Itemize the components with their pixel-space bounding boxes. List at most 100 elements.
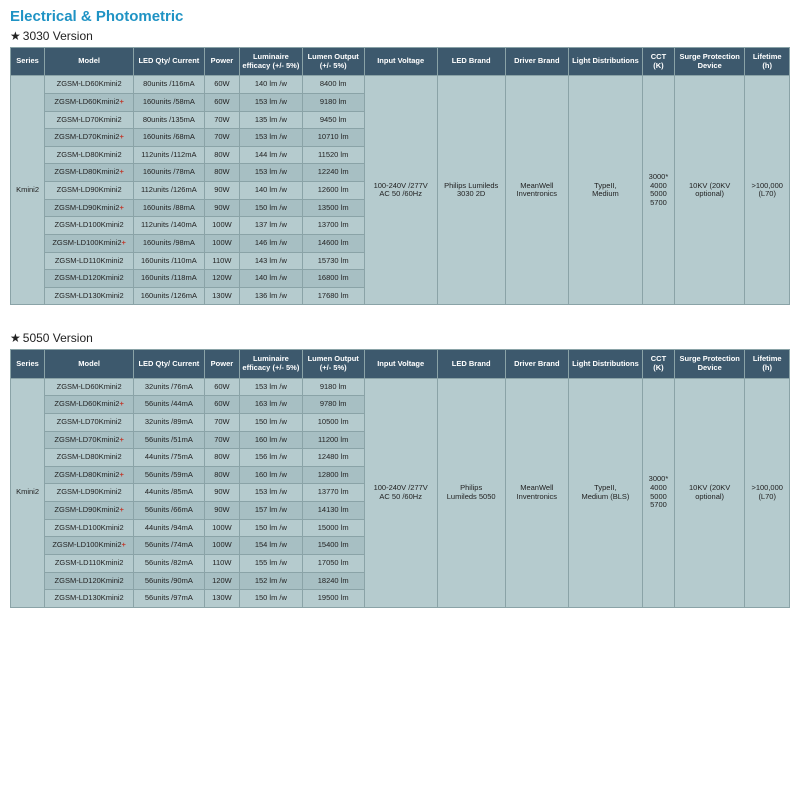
col-header: Power <box>204 350 240 378</box>
lumen-cell: 13700 lm <box>302 217 364 235</box>
col-header: Power <box>204 48 240 76</box>
power-cell: 80W <box>204 449 240 467</box>
eff-cell: 140 lm /w <box>240 270 302 288</box>
model-cell: ZGSM-LD100Kmini2 <box>45 217 134 235</box>
lumen-cell: 14130 lm <box>302 502 364 520</box>
col-header: Light Distributions <box>568 48 642 76</box>
col-header: Input Voltage <box>364 350 437 378</box>
model-cell: ZGSM-LD70Kmini2 <box>45 111 134 129</box>
col-header: LED Qty/ Current <box>134 350 204 378</box>
model-cell: ZGSM-LD90Kmini2+ <box>45 502 134 520</box>
led-cell: 160units /78mA <box>134 164 204 182</box>
model-cell: ZGSM-LD80Kmini2 <box>45 449 134 467</box>
col-header: Driver Brand <box>505 350 568 378</box>
led-cell: 56units /51mA <box>134 431 204 449</box>
version-title: ★3030 Version <box>10 29 790 43</box>
surge-cell: 10KV (20KVoptional) <box>674 76 744 305</box>
eff-cell: 160 lm /w <box>240 431 302 449</box>
plus-mark: + <box>119 203 123 212</box>
lumen-cell: 11200 lm <box>302 431 364 449</box>
plus-mark: + <box>119 505 123 514</box>
lifetime-cell: >100,000(L70) <box>745 76 790 305</box>
col-header: Surge Protection Device <box>674 48 744 76</box>
power-cell: 90W <box>204 502 240 520</box>
power-cell: 80W <box>204 466 240 484</box>
star-icon: ★ <box>10 331 21 345</box>
cct-cell: 3000*400050005700 <box>643 378 675 607</box>
plus-mark: + <box>119 132 123 141</box>
led-cell: 112units /126mA <box>134 182 204 200</box>
model-cell: ZGSM-LD130Kmini2 <box>45 590 134 608</box>
power-cell: 90W <box>204 182 240 200</box>
plus-mark: + <box>122 238 126 247</box>
model-cell: ZGSM-LD90Kmini2 <box>45 484 134 502</box>
eff-cell: 140 lm /w <box>240 182 302 200</box>
col-header: Lumen Output (+/- 5%) <box>302 48 364 76</box>
eff-cell: 153 lm /w <box>240 93 302 111</box>
spec-table: SeriesModelLED Qty/ CurrentPowerLuminair… <box>10 349 790 607</box>
led-cell: 44units /94mA <box>134 519 204 537</box>
model-cell: ZGSM-LD90Kmini2+ <box>45 199 134 217</box>
spec-table: SeriesModelLED Qty/ CurrentPowerLuminair… <box>10 47 790 305</box>
lumen-cell: 16800 lm <box>302 270 364 288</box>
power-cell: 120W <box>204 572 240 590</box>
lumen-cell: 12480 lm <box>302 449 364 467</box>
model-cell: ZGSM-LD130Kmini2 <box>45 287 134 305</box>
lumen-cell: 15000 lm <box>302 519 364 537</box>
led-cell: 160units /58mA <box>134 93 204 111</box>
plus-mark: + <box>119 470 123 479</box>
power-cell: 60W <box>204 76 240 94</box>
led-cell: 112units /140mA <box>134 217 204 235</box>
power-cell: 100W <box>204 519 240 537</box>
led-brand-cell: Philips Lumileds3030 2D <box>437 76 505 305</box>
lumen-cell: 9180 lm <box>302 378 364 396</box>
lumen-cell: 11520 lm <box>302 146 364 164</box>
eff-cell: 150 lm /w <box>240 199 302 217</box>
lumen-cell: 19500 lm <box>302 590 364 608</box>
led-cell: 56units /66mA <box>134 502 204 520</box>
led-cell: 56units /90mA <box>134 572 204 590</box>
col-header: Model <box>45 48 134 76</box>
surge-cell: 10KV (20KVoptional) <box>674 378 744 607</box>
led-cell: 160units /110mA <box>134 252 204 270</box>
lumen-cell: 12800 lm <box>302 466 364 484</box>
col-header: Luminaire efficacy (+/- 5%) <box>240 350 302 378</box>
led-cell: 160units /118mA <box>134 270 204 288</box>
eff-cell: 154 lm /w <box>240 537 302 555</box>
power-cell: 70W <box>204 129 240 147</box>
lumen-cell: 9450 lm <box>302 111 364 129</box>
col-header: CCT (K) <box>643 350 675 378</box>
lumen-cell: 8400 lm <box>302 76 364 94</box>
lumen-cell: 9180 lm <box>302 93 364 111</box>
series-cell: Kmini2 <box>11 76 45 305</box>
led-brand-cell: PhilipsLumileds 5050 <box>437 378 505 607</box>
power-cell: 110W <box>204 554 240 572</box>
input-voltage-cell: 100-240V /277VAC 50 /60Hz <box>364 76 437 305</box>
col-header: Lifetime (h) <box>745 48 790 76</box>
led-cell: 56units /97mA <box>134 590 204 608</box>
version-label: 5050 Version <box>23 331 93 345</box>
eff-cell: 152 lm /w <box>240 572 302 590</box>
led-cell: 160units /68mA <box>134 129 204 147</box>
col-header: Input Voltage <box>364 48 437 76</box>
power-cell: 100W <box>204 537 240 555</box>
eff-cell: 160 lm /w <box>240 466 302 484</box>
eff-cell: 150 lm /w <box>240 413 302 431</box>
eff-cell: 135 lm /w <box>240 111 302 129</box>
input-voltage-cell: 100-240V /277VAC 50 /60Hz <box>364 378 437 607</box>
table-row: Kmini2ZGSM-LD60Kmini232units /76mA60W153… <box>11 378 790 396</box>
led-cell: 32units /89mA <box>134 413 204 431</box>
model-cell: ZGSM-LD110Kmini2 <box>45 252 134 270</box>
led-cell: 80units /135mA <box>134 111 204 129</box>
plus-mark: + <box>119 167 123 176</box>
col-header: Lumen Output (+/- 5%) <box>302 350 364 378</box>
led-cell: 56units /59mA <box>134 466 204 484</box>
power-cell: 60W <box>204 93 240 111</box>
table-row: Kmini2ZGSM-LD60Kmini280units /116mA60W14… <box>11 76 790 94</box>
col-header: LED Brand <box>437 48 505 76</box>
eff-cell: 153 lm /w <box>240 129 302 147</box>
plus-mark: + <box>122 540 126 549</box>
col-header: LED Qty/ Current <box>134 48 204 76</box>
plus-mark: + <box>119 97 123 106</box>
lumen-cell: 17680 lm <box>302 287 364 305</box>
